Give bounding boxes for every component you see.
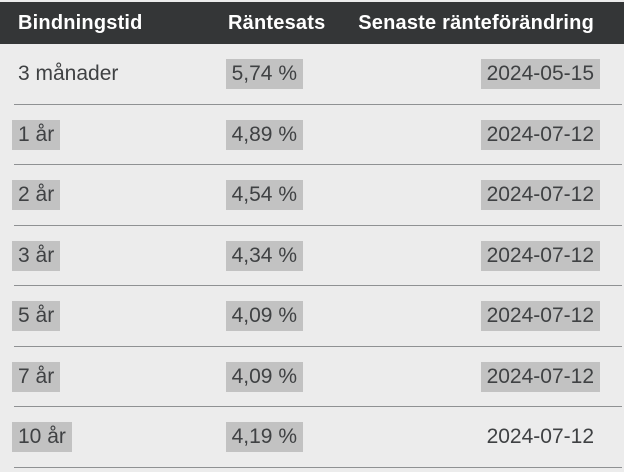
term-cell: 1 år: [12, 119, 61, 150]
table-row: 3 år 4,34 % 2024-07-12: [0, 226, 624, 287]
term-cell: 2 år: [12, 180, 61, 211]
date-cell: 2024-07-12: [480, 119, 600, 150]
rate-cell: 4,09 %: [225, 301, 303, 332]
rate-cell: 4,09 %: [225, 361, 303, 392]
table-body: 3 månader 5,74 % 2024-05-15 1 år 4,89 % …: [0, 44, 624, 468]
column-header-label: Bindningstid: [18, 11, 143, 34]
term-cell: 3 år: [12, 240, 61, 271]
column-header-label: Senaste ränteförändring: [358, 11, 594, 34]
term-cell: 3 månader: [18, 62, 119, 86]
date-cell: 2024-07-12: [480, 301, 600, 332]
table-row: 10 år 4,19 % 2024-07-12: [0, 407, 624, 468]
column-header-senaste-ranteforandring: Senaste ränteförändring: [303, 9, 624, 38]
term-cell: 5 år: [12, 301, 61, 332]
rate-cell: 4,34 %: [225, 240, 303, 271]
table-row: 3 månader 5,74 % 2024-05-15: [0, 44, 624, 105]
rate-cell: 4,19 %: [225, 422, 303, 453]
rate-cell: 4,54 %: [225, 180, 303, 211]
table-row: 1 år 4,89 % 2024-07-12: [0, 105, 624, 166]
table-row: 2 år 4,54 % 2024-07-12: [0, 165, 624, 226]
date-cell: 2024-07-12: [480, 180, 600, 211]
table-row: 7 år 4,09 % 2024-07-12: [0, 347, 624, 408]
term-cell: 7 år: [12, 361, 61, 392]
term-cell: 10 år: [12, 422, 72, 453]
date-cell: 2024-07-12: [480, 361, 600, 392]
table-row: 5 år 4,09 % 2024-07-12: [0, 286, 624, 347]
column-header-rantesats: Räntesats: [222, 9, 325, 38]
table-header-row: Bindningstid Räntesats Senaste ränteförä…: [0, 2, 624, 44]
column-header-bindningstid: Bindningstid: [0, 9, 222, 38]
date-cell: 2024-05-15: [480, 59, 600, 90]
date-cell: 2024-07-12: [486, 425, 594, 449]
column-header-label: Räntesats: [228, 11, 326, 34]
rate-cell: 5,74 %: [225, 59, 303, 90]
date-cell: 2024-07-12: [480, 240, 600, 271]
rate-cell: 4,89 %: [225, 119, 303, 150]
